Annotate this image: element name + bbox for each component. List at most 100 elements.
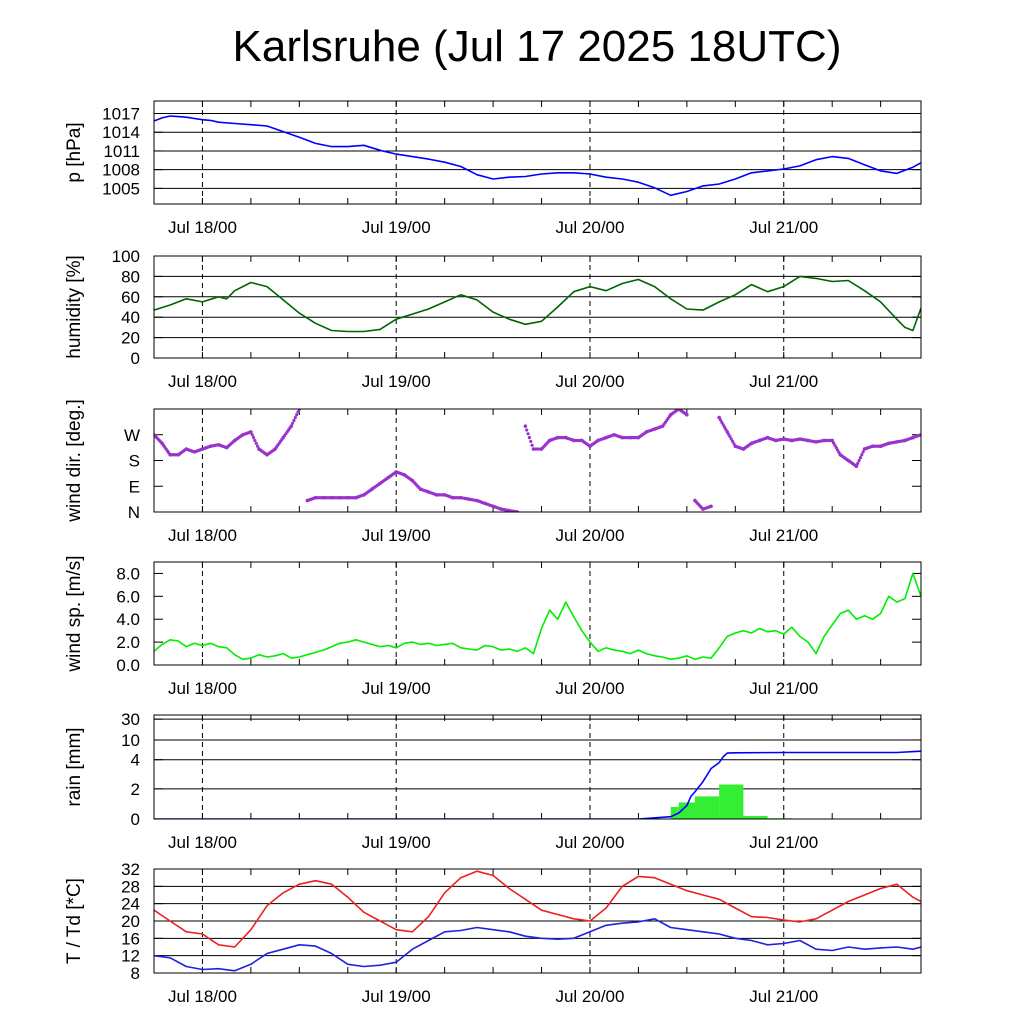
y-tick-label: 0 [131,810,140,829]
wind-dir-point [290,421,295,425]
x-tick-label: Jul 18/00 [168,526,237,545]
wind-dir-point [293,415,297,420]
y-tick-label: 2 [131,780,140,799]
x-tick-label: Jul 18/00 [168,987,237,1006]
wind-dir-point [685,412,689,417]
wind-dir-point [860,453,864,457]
x-tick-label: Jul 21/00 [749,372,818,391]
y-tick-label: 40 [121,308,140,327]
plot-frame [153,408,922,513]
y-axis-label: T / Td [*C] [64,878,85,964]
x-tick-label: Jul 19/00 [362,679,431,698]
wind-dir-point [731,439,735,444]
wind-dir-point [720,420,724,424]
y-tick-label: 12 [121,947,140,966]
wind-dir-point [295,413,299,417]
wind-dir-point [256,444,260,448]
wind-dir-point [722,425,727,429]
series-wind_speed [154,572,921,661]
y-axis-label: p [hPa] [64,122,85,182]
x-tick-label: Jul 18/00 [168,833,237,852]
x-tick-label: Jul 20/00 [555,372,624,391]
wind-dir-point [296,410,300,414]
plot-frame [153,561,922,666]
y-tick-label: 30 [121,710,140,729]
x-tick-label: Jul 20/00 [555,218,624,237]
chart-title: Karlsruhe (Jul 17 2025 18UTC) [232,22,842,71]
x-tick-label: Jul 18/00 [168,218,237,237]
y-tick-label: 20 [121,329,140,348]
wind-dir-point [834,446,838,450]
wind-dir-point [728,435,732,439]
x-tick-label: Jul 21/00 [749,679,818,698]
wind-dir-point [530,443,534,447]
y-tick-label: 28 [121,877,140,896]
wind-dir-point [833,443,837,447]
panel-rain: 0 2 410 30 Jul 18/00 Jul 19/00 Jul 20/00 Jul 21… [64,710,922,852]
series-pressure [154,115,921,197]
wind-dir-point [251,436,256,440]
y-axis-label: wind sp. [m/s] [64,555,85,672]
x-tick-label: Jul 18/00 [168,372,237,391]
y-tick-label: W [124,426,140,445]
y-tick-label: 1014 [102,123,140,142]
wind-dir-point [835,448,840,452]
rain-bar [743,815,768,819]
wind-dir-point [289,424,294,428]
wind-dir-point [253,438,257,443]
y-tick-label: 1011 [103,142,140,161]
rain-bar [678,802,695,819]
y-axis-label: rain [mm] [64,727,85,806]
series-rain-cumulative [154,750,921,819]
series-wind_direction [154,409,921,512]
wind-dir-point [527,436,532,440]
y-tick-label: 60 [121,288,140,307]
x-tick-label: Jul 19/00 [362,372,431,391]
plot-frame [153,100,922,205]
wind-dir-point [525,428,529,432]
wind-dir-point [249,430,253,434]
x-tick-label: Jul 21/00 [749,987,818,1006]
plot-frame [153,714,922,820]
wind-dir-point [854,464,859,469]
series-temperature-td [154,917,921,972]
x-tick-label: Jul 21/00 [749,526,818,545]
wind-dir-point [526,432,530,436]
x-tick-label: Jul 20/00 [555,679,624,698]
wind-dir-point [858,456,863,460]
y-axis-label: wind dir. [deg.] [64,399,85,523]
y-tick-label: S [129,452,140,471]
y-tick-label: 6.0 [116,587,140,606]
wind-dir-point [529,439,533,444]
y-tick-label: 20 [121,912,140,931]
y-tick-label: 24 [121,895,140,914]
x-tick-label: Jul 20/00 [555,833,624,852]
x-tick-label: Jul 20/00 [555,987,624,1006]
x-tick-label: Jul 19/00 [362,526,431,545]
y-tick-label: 4 [131,751,140,770]
wind-dir-point [831,441,836,445]
y-tick-label: 10 [121,731,140,750]
rain-bar [719,784,744,819]
wind-dir-point [721,423,725,427]
y-tick-label: 0 [131,349,140,368]
series-humidity [154,275,921,333]
plot-frame [153,868,922,974]
y-tick-label: 16 [121,929,140,948]
y-tick-label: 8 [131,964,140,983]
wind-dir-point [709,504,713,509]
wind-dir-point [254,441,258,445]
wind-dir-point [857,458,861,463]
y-tick-label: 1008 [102,161,140,180]
rain-bar [670,806,679,819]
y-tick-label: 80 [121,267,140,286]
rain-bar [694,796,720,819]
y-tick-label: 100 [112,247,140,266]
x-tick-label: Jul 19/00 [362,833,431,852]
y-tick-label: N [128,503,140,522]
